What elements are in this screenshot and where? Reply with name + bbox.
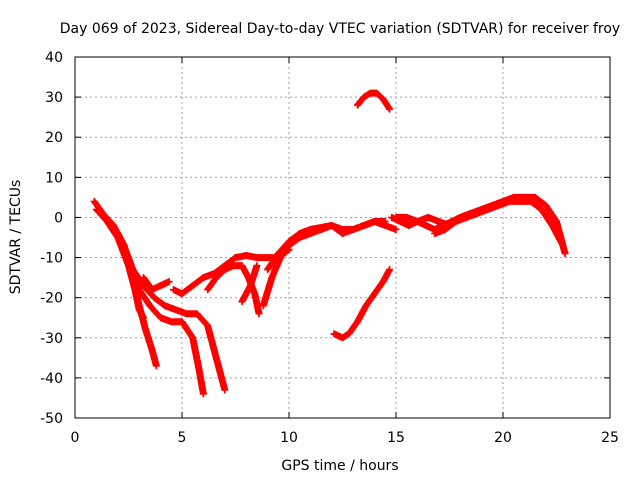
series-markers xyxy=(354,89,393,112)
grid xyxy=(75,57,610,418)
y-tick-label: -10 xyxy=(40,251,63,267)
x-tick-label: 0 xyxy=(71,430,80,446)
series-markers xyxy=(331,267,393,341)
x-tick-label: 20 xyxy=(494,430,512,446)
y-tick-label: 30 xyxy=(45,90,63,106)
y-tick-label: -30 xyxy=(40,331,63,347)
series-track-4 xyxy=(118,238,229,394)
x-tick-label: 10 xyxy=(280,430,298,446)
x-axis-label: GPS time / hours xyxy=(281,458,398,474)
series-track-11 xyxy=(317,217,389,237)
series-track-17 xyxy=(435,193,569,258)
y-tick-label: -20 xyxy=(40,291,63,307)
series-markers xyxy=(436,193,569,256)
series-markers xyxy=(260,226,324,308)
series-track-8 xyxy=(238,262,261,306)
y-tick-label: 20 xyxy=(45,130,63,146)
series-markers xyxy=(318,218,388,237)
y-tick-label: 0 xyxy=(54,210,63,226)
series-markers xyxy=(239,263,260,305)
y-tick-labels: -50 -40 -30 -20 -10 0 10 20 30 40 xyxy=(40,50,63,427)
series-track-5 xyxy=(139,274,173,294)
x-tick-label: 5 xyxy=(178,430,187,446)
axis-ticks xyxy=(74,56,611,419)
series-track-13 xyxy=(330,266,394,342)
y-axis-label: SDTVAR / TECUs xyxy=(8,180,24,295)
y-tick-label: -40 xyxy=(40,371,63,387)
x-tick-labels: 0 5 10 15 20 25 xyxy=(71,430,619,446)
plot-frame xyxy=(74,56,611,419)
x-tick-label: 15 xyxy=(387,430,405,446)
chart-title: Day 069 of 2023, Sidereal Day-to-day VTE… xyxy=(60,21,620,37)
series-track-12 xyxy=(353,89,394,113)
series-markers xyxy=(140,275,172,293)
y-tick-label: -50 xyxy=(40,411,63,427)
y-tick-label: 10 xyxy=(45,170,63,186)
series-markers xyxy=(119,239,228,393)
x-tick-label: 25 xyxy=(601,430,619,446)
y-tick-label: 40 xyxy=(45,50,63,66)
data-layer xyxy=(90,89,569,398)
